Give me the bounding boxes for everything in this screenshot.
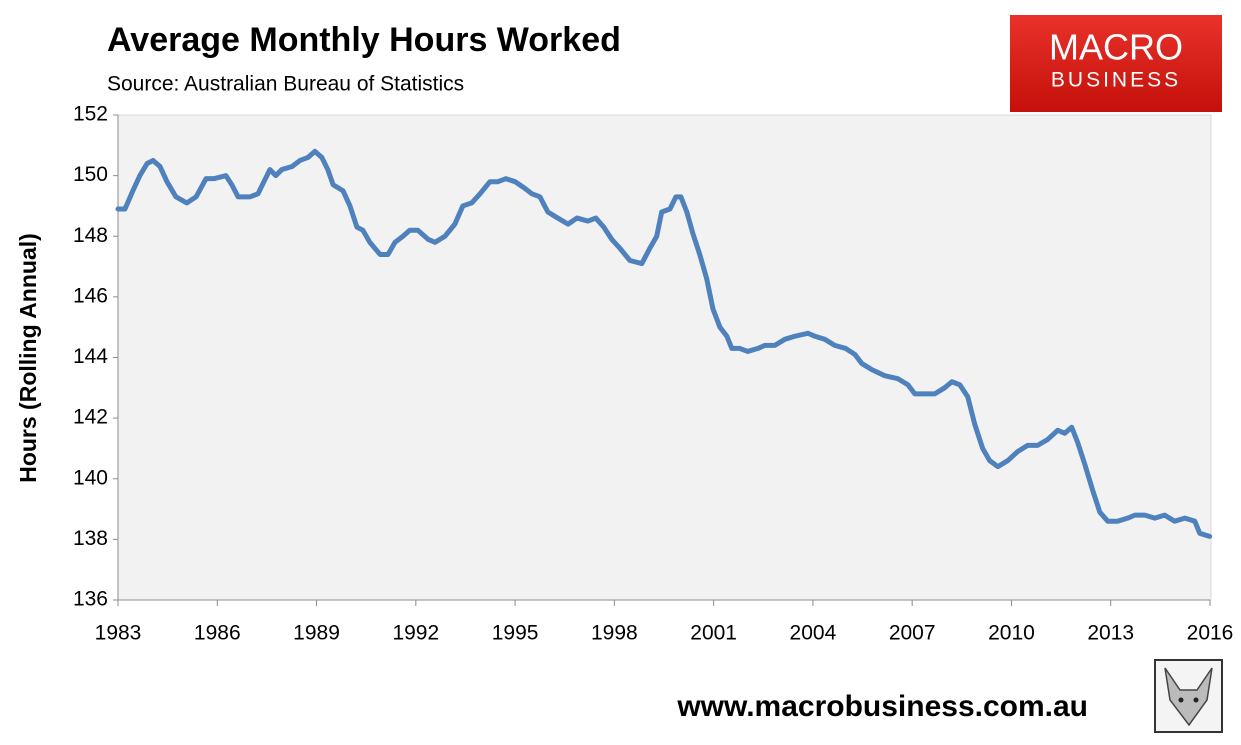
y-tick-label: 150 — [73, 163, 108, 186]
y-tick-label: 136 — [73, 588, 108, 611]
chart-title: Average Monthly Hours Worked — [107, 21, 621, 59]
plot-area — [117, 114, 1212, 601]
x-tick-label: 2016 — [1187, 622, 1234, 645]
y-tick-label: 142 — [73, 406, 108, 429]
x-tick-label: 2001 — [690, 622, 737, 645]
x-tick-label: 1992 — [392, 622, 439, 645]
x-tick-label: 2007 — [889, 622, 936, 645]
x-tick-label: 1983 — [95, 622, 142, 645]
data-line — [115, 148, 1213, 539]
logo-box — [1010, 15, 1222, 112]
y-tick-label: 138 — [73, 527, 108, 550]
x-tick-label: 2013 — [1087, 622, 1134, 645]
y-tick-label: 146 — [73, 284, 108, 307]
x-tick-label: 1995 — [492, 622, 539, 645]
x-tick-label: 1998 — [591, 622, 638, 645]
website: www.macrobusiness.com.au — [676, 690, 1088, 723]
y-tick-label: 148 — [73, 224, 108, 247]
x-tick-label: 2004 — [790, 622, 837, 645]
y-tick-label: 144 — [73, 345, 108, 368]
x-tick-label: 1986 — [194, 622, 241, 645]
y-axis-label: Hours (Rolling Annual) — [15, 233, 41, 483]
fox-icon — [1154, 659, 1223, 733]
x-tick-label: 1989 — [293, 622, 340, 645]
logo-text: BUSINESS — [1051, 69, 1181, 92]
y-tick-label: 140 — [73, 466, 108, 489]
logo-text: MACRO — [1049, 27, 1183, 68]
x-tick-label: 2010 — [988, 622, 1035, 645]
chart-subtitle: Source: Australian Bureau of Statistics — [107, 73, 464, 96]
y-tick-label: 152 — [73, 103, 108, 126]
